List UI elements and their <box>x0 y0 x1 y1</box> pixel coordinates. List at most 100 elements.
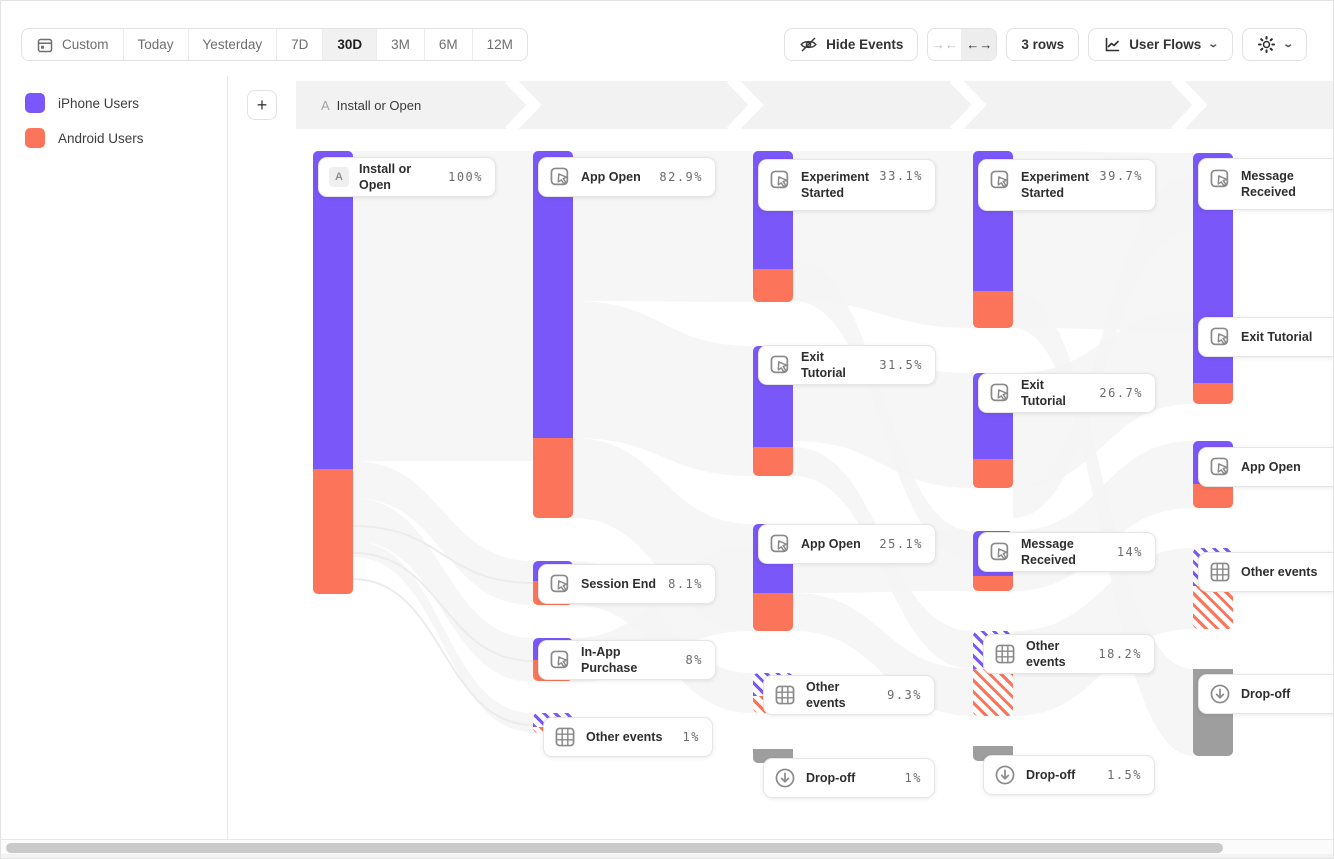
expand-columns-button[interactable]: ←→ <box>962 29 997 60</box>
date-range-7d[interactable]: 7D <box>277 29 324 60</box>
node-label: App Open <box>801 536 861 551</box>
date-range-6m[interactable]: 6M <box>425 29 473 60</box>
collapse-expand-toggle: →← ←→ <box>927 28 998 61</box>
legend-item-iphone-users[interactable]: iPhone Users <box>25 93 144 113</box>
flow-node-drop-off[interactable]: Drop-off 1.5% <box>983 755 1155 795</box>
flow-node-exit-tutorial[interactable]: Exit Tutorial <box>1198 317 1333 357</box>
collapse-columns-button[interactable]: →← <box>928 29 963 60</box>
bar-segment-android[interactable] <box>753 593 793 631</box>
bar-segment-android[interactable] <box>313 469 353 594</box>
click-event-icon <box>1209 168 1231 190</box>
flow-node-message-received[interactable]: Message Received 14% <box>978 532 1156 572</box>
flow-node-app-open[interactable]: App Open <box>1198 447 1333 487</box>
date-range-selector: Custom Today Yesterday 7D 30D 3M 6M 12M <box>21 28 528 61</box>
node-percentage: 26.7% <box>1099 386 1143 400</box>
date-range-3m[interactable]: 3M <box>377 29 425 60</box>
step-1-header[interactable]: A Install or Open <box>321 81 421 129</box>
bar-segment-iphone[interactable] <box>313 151 353 469</box>
node-percentage: 8.1% <box>668 577 703 591</box>
flow-node-other-events[interactable]: Other events 18.2% <box>983 634 1155 674</box>
flow-node-install-or-open[interactable]: A Install or Open 100% <box>318 157 496 197</box>
node-label: Message Received <box>1241 169 1296 200</box>
bar-segment-other-android[interactable] <box>973 669 1013 716</box>
view-selector-dropdown[interactable]: User Flows ⌄ <box>1088 28 1233 61</box>
flow-node-other-events[interactable]: Other events <box>1198 552 1333 592</box>
bar-segment-android[interactable] <box>1193 484 1233 508</box>
bar-segment-android[interactable] <box>973 576 1013 591</box>
click-event-icon <box>989 169 1011 191</box>
node-percentage: 14% <box>1116 545 1143 559</box>
date-range-yesterday[interactable]: Yesterday <box>189 29 278 60</box>
node-badge: A <box>329 167 349 187</box>
add-step-button[interactable]: + <box>247 90 277 120</box>
flow-chart-icon <box>1103 36 1121 54</box>
flow-node-message-received[interactable]: Message Received <box>1198 158 1333 210</box>
scrollbar-thumb[interactable] <box>6 843 1223 853</box>
rows-label: 3 rows <box>1021 37 1065 52</box>
hide-events-button[interactable]: Hide Events <box>784 28 919 61</box>
flow-node-other-events[interactable]: Other events 1% <box>543 717 713 757</box>
eye-off-icon <box>799 35 818 54</box>
flow-node-in-app-purchase[interactable]: In-App Purchase 8% <box>538 640 716 680</box>
node-percentage: 18.2% <box>1098 647 1142 661</box>
node-percentage: 9.3% <box>887 688 922 702</box>
flow-node-drop-off[interactable]: Drop-off <box>1198 674 1333 714</box>
legend-item-android-users[interactable]: Android Users <box>25 128 144 148</box>
flow-node-drop-off[interactable]: Drop-off 1% <box>763 758 935 798</box>
node-label: Session End <box>581 576 657 591</box>
click-event-icon <box>549 166 571 188</box>
node-label: Experiment Started <box>1021 170 1090 201</box>
date-range-12m[interactable]: 12M <box>473 29 527 60</box>
legend-swatch <box>25 93 45 113</box>
bar-segment-android[interactable] <box>973 459 1013 488</box>
bar-segment-android[interactable] <box>753 269 793 302</box>
bar-segment-other-android[interactable] <box>1193 586 1233 629</box>
node-label: Exit Tutorial <box>1021 377 1066 408</box>
click-event-icon <box>989 382 1011 404</box>
hide-events-label: Hide Events <box>826 37 904 52</box>
settings-dropdown[interactable]: ⌄ <box>1241 28 1307 61</box>
flow-node-session-end[interactable]: Session End 8.1% <box>538 564 716 604</box>
click-event-icon <box>1209 456 1231 478</box>
flow-node-app-open[interactable]: App Open 82.9% <box>538 157 716 197</box>
node-percentage: 100% <box>448 170 483 184</box>
node-label: Exit Tutorial <box>801 349 846 380</box>
rows-button[interactable]: 3 rows <box>1006 28 1080 61</box>
flow-node-other-events[interactable]: Other events 9.3% <box>763 675 935 715</box>
node-label: Drop-off <box>1241 686 1291 701</box>
node-percentage: 1.5% <box>1107 768 1142 782</box>
horizontal-scrollbar[interactable] <box>1 840 1333 858</box>
flow-node-exit-tutorial[interactable]: Exit Tutorial 31.5% <box>758 345 936 385</box>
date-range-label: 3M <box>391 37 410 52</box>
grid-icon <box>994 643 1016 665</box>
bar-segment-android[interactable] <box>753 447 793 476</box>
series-legend: iPhone Users Android Users <box>25 93 144 148</box>
top-toolbar: Custom Today Yesterday 7D 30D 3M 6M 12M Hide Ev… <box>1 1 1333 76</box>
flow-node-app-open[interactable]: App Open 25.1% <box>758 524 936 564</box>
bar-segment-android[interactable] <box>1193 383 1233 404</box>
node-label: Other events <box>1026 638 1066 669</box>
click-event-icon <box>989 541 1011 563</box>
node-percentage: 31.5% <box>879 358 923 372</box>
node-percentage: 1% <box>904 771 922 785</box>
flow-steps-banner: A Install or Open <box>296 81 1333 129</box>
flow-node-experiment-started[interactable]: Experiment Started 39.7% <box>978 159 1156 211</box>
bar-segment-iphone[interactable] <box>533 151 573 438</box>
node-percentage: 39.7% <box>1099 169 1143 183</box>
chevron-down-icon: ⌄ <box>1281 39 1294 50</box>
flow-node-experiment-started[interactable]: Experiment Started 33.1% <box>758 159 936 211</box>
flow-node-exit-tutorial[interactable]: Exit Tutorial 26.7% <box>978 373 1156 413</box>
node-label: Exit Tutorial <box>1241 329 1313 344</box>
collapse-icon: →← <box>931 37 958 52</box>
step-chevron-separators <box>505 81 1208 129</box>
node-label: Other events <box>806 679 846 710</box>
click-event-icon <box>769 169 791 191</box>
date-range-label: 7D <box>291 37 309 52</box>
date-range-label: 6M <box>438 37 458 52</box>
bar-segment-android[interactable] <box>533 438 573 518</box>
date-range-today[interactable]: Today <box>124 29 189 60</box>
click-event-icon <box>549 649 571 671</box>
date-range-custom[interactable]: Custom <box>22 29 124 60</box>
bar-segment-android[interactable] <box>973 291 1013 328</box>
date-range-30d[interactable]: 30D <box>323 29 378 60</box>
